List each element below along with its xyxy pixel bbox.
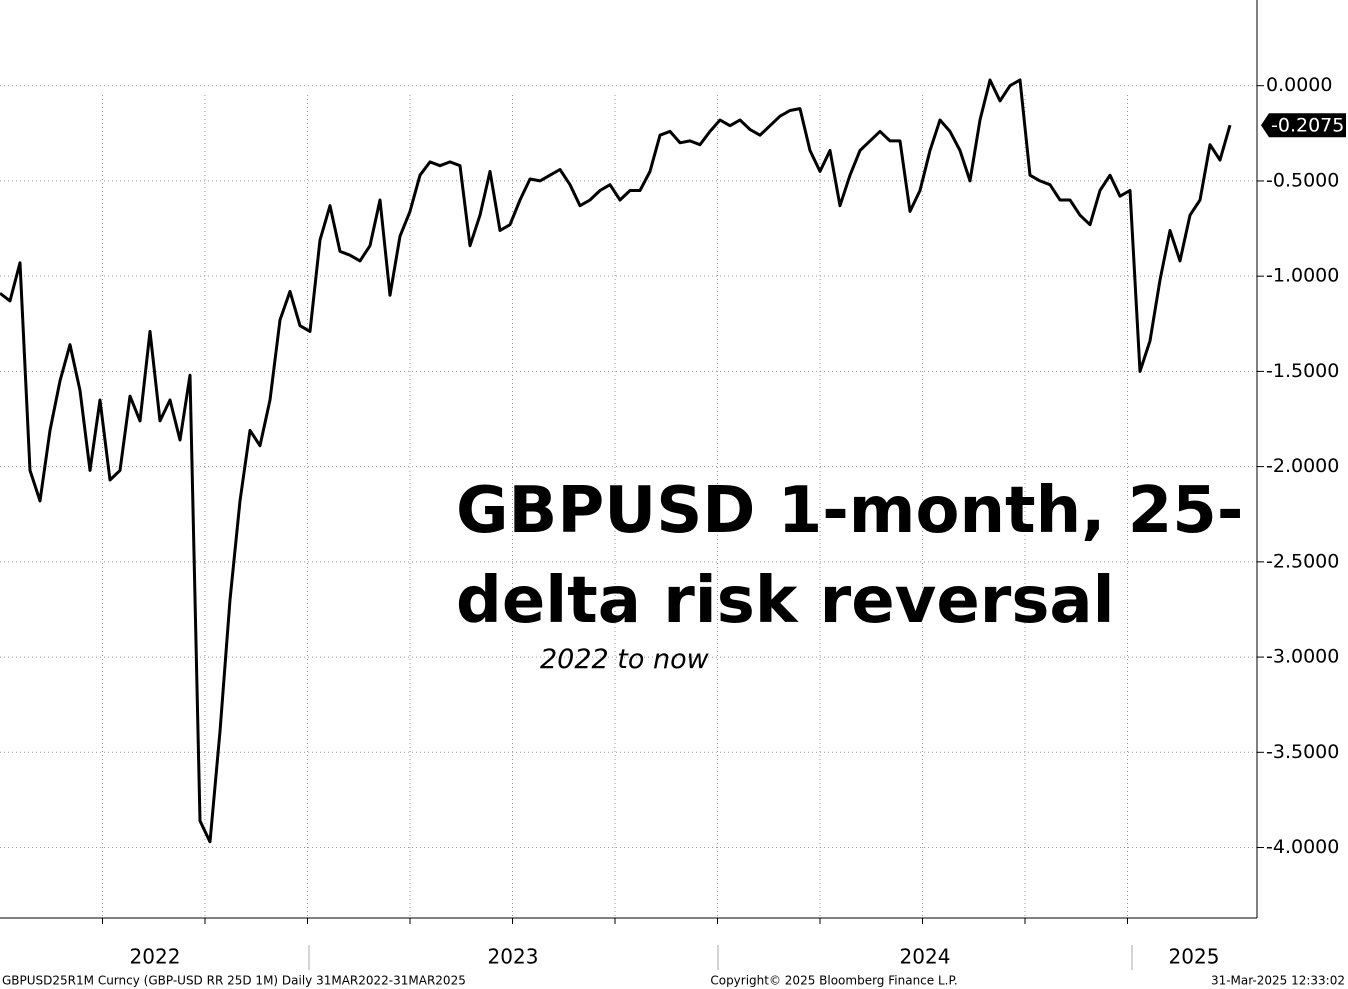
y-tick-label: 0.0000 — [1266, 74, 1332, 96]
footer-left: GBPUSD25R1M Curncy (GBP-USD RR 25D 1M) D… — [2, 974, 466, 988]
y-tick-label: -1.5000 — [1266, 360, 1339, 382]
footer-right: 31-Mar-2025 12:33:02 — [1211, 974, 1345, 988]
y-tick-label: -1.0000 — [1266, 265, 1339, 287]
x-tick-label: 2022 — [130, 945, 181, 969]
x-tick-label: 2024 — [900, 945, 951, 969]
chart-subtitle: 2022 to now — [540, 644, 709, 675]
footer-center: Copyright© 2025 Bloomberg Finance L.P. — [710, 974, 957, 988]
y-tick-label: -0.5000 — [1266, 169, 1339, 191]
y-tick-label: -2.5000 — [1266, 550, 1339, 572]
y-tick-label: -3.5000 — [1266, 741, 1339, 763]
y-tick-label: -4.0000 — [1266, 836, 1339, 858]
x-tick-label: 2023 — [488, 945, 539, 969]
current-value-box — [1261, 113, 1346, 138]
current-value-label: -0.2075 — [1271, 115, 1344, 137]
y-tick-label: -3.0000 — [1266, 646, 1339, 668]
y-tick-label: -2.0000 — [1266, 455, 1339, 477]
x-tick-label: 2025 — [1169, 945, 1220, 969]
chart-title: GBPUSD 1-month, 25-delta risk reversal — [456, 474, 1244, 638]
line-series — [0, 78, 1232, 844]
